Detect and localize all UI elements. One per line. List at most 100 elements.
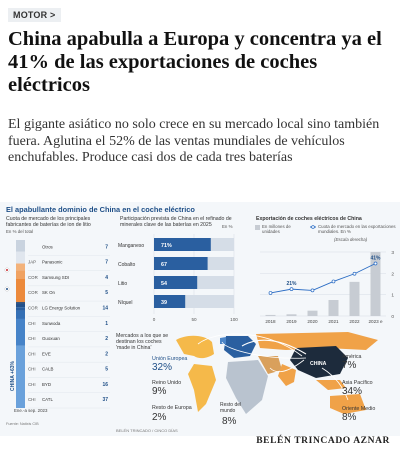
battery-row-country: CHI (28, 351, 36, 356)
battery-segment (16, 240, 25, 252)
byline: BELÉN TRINCADO AZNAR (256, 436, 390, 446)
export-x-label: 2023 e (368, 319, 382, 324)
dest-uk-value: 9% (152, 386, 167, 397)
battery-row-name: Samsung SDI (42, 275, 69, 280)
export-bar (370, 252, 381, 316)
export-scale-note: (Escala derecha) (334, 237, 368, 242)
battery-row-value: 1 (105, 321, 108, 327)
flow-to-europe (241, 339, 307, 355)
battery-row-country: JAP (28, 260, 36, 265)
refining-bar (154, 238, 211, 251)
dest-america-label: América (342, 354, 362, 360)
battery-row-country: CHI (28, 321, 36, 326)
dest-rest-world-label: Resto del mundo (220, 402, 242, 414)
korea-flag-dot-icon (6, 288, 8, 290)
middle-east-shape (258, 356, 282, 374)
battery-segment (16, 310, 25, 319)
export-x-label: 2018 (265, 319, 276, 324)
refining-value: 67 (161, 262, 167, 268)
refining-tick: 100 (230, 317, 238, 322)
battery-row-value: 16 (102, 382, 108, 388)
dest-asia-pacific-label: Asia Pacífico (342, 380, 373, 386)
refining-tick: 50 (191, 317, 197, 322)
africa-shape (226, 360, 268, 414)
battery-row-value: 7 (105, 260, 108, 266)
australia-shape (330, 394, 366, 414)
export-legend-line: Cuota de mercado en las exportaciones mu… (318, 224, 396, 234)
china-share-label: CHINA +63% (10, 360, 16, 391)
battery-segment (16, 303, 25, 308)
refining-value: 54 (161, 281, 167, 287)
dest-rest-world-value: 8% (222, 416, 237, 427)
battery-chart: Otros 7 JAP Panasonic 7 COR Samsung SDI 4 COR SK … (4, 240, 110, 426)
headline: China apabulla a Europa y concentra ya e… (8, 28, 382, 96)
export-share-point (373, 261, 378, 266)
north-america-shape (176, 335, 214, 359)
export-share-label: 21% (286, 281, 297, 287)
battery-segment (16, 263, 25, 271)
battery-row-country: CHI (28, 336, 36, 341)
legend-line-marker (311, 225, 315, 229)
battery-row-name: EVE (42, 351, 51, 356)
world-map: CHINA (176, 332, 378, 414)
export-y-tick: 3 (391, 250, 394, 256)
battery-stack (16, 240, 25, 408)
dest-rest-europe-label: Resto de Europa (152, 405, 192, 411)
refining-value: 71% (161, 243, 172, 249)
battery-segment (16, 318, 25, 346)
export-share-label: 41% (370, 256, 381, 262)
export-x-label: 2020 (307, 319, 318, 324)
battery-row-country: CHI (28, 367, 36, 372)
section-tag[interactable]: MOTOR > (8, 8, 61, 22)
export-chart: 3 2 1 0 2018 2019 2020 2021 2022 2023 e 21% 41% (255, 225, 394, 324)
export-x-label: 2019 (286, 319, 297, 324)
export-bar (349, 281, 360, 316)
south-asia-shape (278, 364, 296, 386)
battery-row-value: 7 (105, 244, 108, 250)
refining-category: Cobalto (118, 262, 135, 268)
europe-shape (224, 336, 256, 358)
refining-bar (154, 257, 208, 270)
refining-category: Níquel (118, 300, 132, 306)
refining-value: 39 (161, 300, 167, 306)
refining-panel-title: Participación prevista de China en el re… (120, 216, 232, 228)
battery-row-value: 37 (102, 397, 108, 403)
export-x-label: 2021 (328, 319, 339, 324)
battery-date: Ene.-a sep. 2023 (14, 408, 48, 413)
battery-row-country: COR (28, 290, 38, 295)
dest-uk-label: Reino Unido (152, 380, 182, 386)
refining-category: Litio (118, 281, 127, 287)
flow-to-middle-east (269, 359, 305, 373)
export-bar (307, 310, 318, 316)
battery-row-value: 5 (105, 290, 108, 296)
battery-row-name: Panasonic (42, 260, 63, 265)
lead-paragraph: El gigante asiático no solo crece en su … (8, 117, 380, 165)
battery-panel-unit: En % del total (6, 229, 34, 234)
dest-america-value: 7% (342, 360, 357, 371)
battery-row-name: CATL (42, 397, 53, 402)
battery-row-country: CHI (28, 382, 36, 387)
japan-flag-dot-icon (6, 269, 8, 271)
battery-row-value: 2 (105, 336, 108, 342)
battery-segment (16, 345, 25, 408)
flow-to-america (197, 333, 303, 357)
export-bar (265, 314, 276, 316)
refining-bar (154, 295, 186, 308)
battery-panel-title: Cuota de mercado de los principales fabr… (6, 216, 91, 228)
china-map-label: CHINA (310, 361, 327, 367)
legend-bar-swatch (255, 225, 260, 230)
battery-source: Fuente: Natixis CIB (6, 422, 39, 426)
china-shape (290, 346, 348, 378)
battery-segment (16, 307, 25, 311)
infographic-title: El apabullante dominio de China en el co… (6, 205, 195, 214)
export-x-label: 2022 (349, 319, 360, 324)
battery-segment (16, 302, 25, 304)
export-share-point (352, 271, 357, 276)
dest-eu-value: 32% (152, 362, 173, 373)
battery-row-name: SK On (42, 290, 55, 295)
refining-bar (154, 276, 198, 289)
refining-chart: Manganeso 71% Cobalto 67 Litio 54 Níquel 39 0 50… (118, 234, 238, 322)
export-y-tick: 1 (391, 293, 394, 299)
battery-row-name: LG Energy Solution (42, 305, 81, 310)
dest-rest-europe-value: 2% (152, 412, 167, 423)
